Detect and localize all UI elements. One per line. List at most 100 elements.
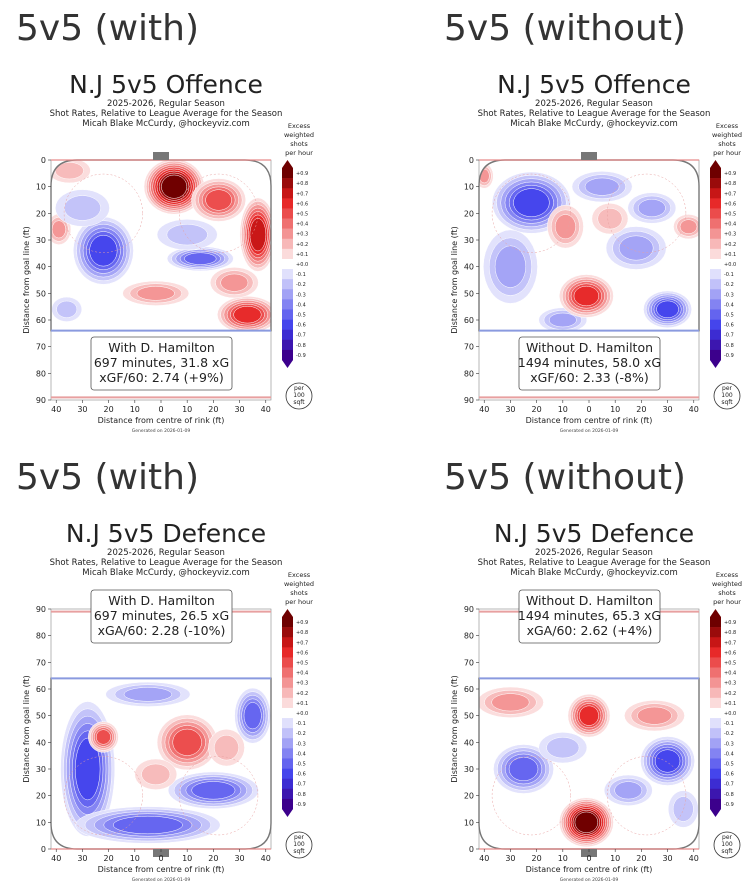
- info-line: xGA/60: 2.28 (-10%): [98, 623, 226, 638]
- colorbar-segment: [282, 637, 293, 648]
- subtitle-author: Micah Blake McCurdy, @hockeyviz.com: [82, 568, 250, 578]
- colorbar-tick-label: -0.9: [296, 353, 306, 359]
- heatmap-chart: 40 30 20 10 0 10 20 30 409080706050403020100Dist…: [450, 571, 742, 883]
- y-axis-label: Distance from goal line (ft): [22, 226, 31, 333]
- colorbar-top-arrow: [710, 609, 721, 617]
- colorbar-tick-label: +0.5: [724, 660, 736, 666]
- unit-badge-text: 100: [293, 392, 305, 399]
- x-tick-label: 30: [234, 854, 244, 863]
- y-tick-label: 20: [36, 792, 46, 801]
- y-tick-label: 20: [464, 792, 474, 801]
- colorbar-tick-label: -0.3: [296, 741, 306, 747]
- colorbar-tick-label: +0.3: [724, 681, 736, 687]
- subtitle-description: Shot Rates, Relative to League Average f…: [477, 109, 711, 119]
- colorbar-title: per hour: [285, 598, 313, 606]
- colorbar-tick-label: -0.1: [724, 272, 734, 278]
- x-tick-label: 30: [234, 405, 244, 414]
- colorbar-tick-label: +0.3: [296, 681, 308, 687]
- chart-subtitle: 2025-2026, Regular Season Shot Rates, Re…: [444, 99, 744, 129]
- x-tick-label: 10: [610, 854, 620, 863]
- colorbar-tick-label: +0.6: [724, 650, 736, 656]
- info-line: Without D. Hamilton: [526, 593, 653, 608]
- faceoff-circle: [179, 173, 259, 253]
- colorbar-tick-label: -0.3: [724, 741, 734, 747]
- colorbar-tick-label: -0.4: [724, 751, 734, 757]
- x-tick-label: 40: [51, 854, 61, 863]
- colorbar-segment: [282, 258, 293, 270]
- colorbar-segment: [282, 218, 293, 229]
- x-tick-label: 30: [505, 405, 515, 414]
- colorbar-segment: [282, 329, 293, 341]
- heat-contour: [243, 702, 262, 730]
- y-tick-label: 10: [36, 183, 46, 192]
- x-tick-label: 0: [158, 854, 163, 863]
- colorbar-segment: [710, 707, 721, 719]
- colorbar-title: shots: [718, 589, 736, 597]
- subtitle-author: Micah Blake McCurdy, @hockeyviz.com: [510, 568, 678, 578]
- colorbar-segment: [710, 738, 721, 749]
- y-axis-label: Distance from goal line (ft): [450, 675, 459, 782]
- colorbar-tick-label: +0.0: [296, 262, 308, 268]
- heat-contour: [679, 219, 698, 234]
- colorbar-tick-label: -0.3: [724, 292, 734, 298]
- colorbar-tick-label: -0.1: [296, 721, 306, 727]
- chart-subtitle: 2025-2026, Regular Season Shot Rates, Re…: [444, 548, 744, 578]
- colorbar-tick-label: +0.9: [724, 620, 736, 626]
- y-tick-label: 0: [469, 845, 474, 854]
- x-tick-label: 40: [689, 854, 699, 863]
- x-tick-label: 10: [130, 405, 140, 414]
- heat-contour: [656, 300, 679, 319]
- colorbar-segment: [710, 299, 721, 310]
- subtitle-author: Micah Blake McCurdy, @hockeyviz.com: [510, 119, 678, 129]
- colorbar-tick-label: -0.7: [724, 333, 734, 339]
- info-line: 697 minutes, 26.5 xG: [94, 608, 229, 623]
- colorbar-segment: [282, 707, 293, 719]
- heat-contour: [494, 245, 527, 288]
- heat-contour: [548, 312, 577, 328]
- heat-contour: [74, 737, 101, 801]
- x-tick-label: 20: [104, 405, 114, 414]
- heat-contour: [513, 188, 550, 217]
- heatmap-layer: [479, 163, 699, 331]
- colorbar-segment: [710, 248, 721, 260]
- y-tick-label: 70: [36, 658, 46, 667]
- colorbar-tick-label: +0.2: [724, 242, 736, 248]
- x-tick-label: 0: [158, 405, 163, 414]
- colorbar-title: shots: [290, 589, 308, 597]
- faceoff-circle: [491, 173, 571, 253]
- x-tick-label: 30: [505, 854, 515, 863]
- faceoff-circle: [491, 756, 571, 836]
- y-tick-label: 30: [36, 236, 46, 245]
- subtitle-season: 2025-2026, Regular Season: [535, 99, 653, 109]
- info-line: Without D. Hamilton: [526, 340, 653, 355]
- x-tick-label: 10: [558, 854, 568, 863]
- x-tick-label: 10: [182, 854, 192, 863]
- x-tick-label: 40: [51, 405, 61, 414]
- colorbar-segment: [710, 627, 721, 638]
- info-line: With D. Hamilton: [108, 593, 215, 608]
- colorbar-segment: [710, 718, 721, 729]
- colorbar-segment: [710, 798, 721, 810]
- colorbar-tick-label: +0.1: [724, 701, 736, 707]
- colorbar-tick-label: +0.8: [724, 630, 736, 636]
- faceoff-circle: [607, 756, 687, 836]
- colorbar-tick-label: +0.3: [724, 232, 736, 238]
- heat-contour: [214, 734, 239, 761]
- colorbar-segment: [710, 758, 721, 769]
- heat-contour: [249, 218, 267, 252]
- heat-contour: [191, 781, 236, 800]
- colorbar-tick-label: +0.6: [296, 201, 308, 207]
- colorbar-tick-label: -0.6: [296, 772, 306, 778]
- heat-contour: [161, 174, 188, 199]
- colorbar-tick-label: -0.5: [724, 313, 734, 319]
- colorbar-segment: [710, 218, 721, 229]
- chart-title: N.J 5v5 Offence: [69, 70, 263, 99]
- colorbar-segment: [282, 697, 293, 709]
- heat-contour: [508, 756, 539, 782]
- unit-badge-text: per: [294, 834, 305, 841]
- unit-badge-text: 100: [293, 841, 305, 848]
- heat-contour: [89, 234, 118, 267]
- unit-badge-circle: [285, 382, 313, 410]
- colorbar-tick-label: +0.7: [724, 191, 736, 197]
